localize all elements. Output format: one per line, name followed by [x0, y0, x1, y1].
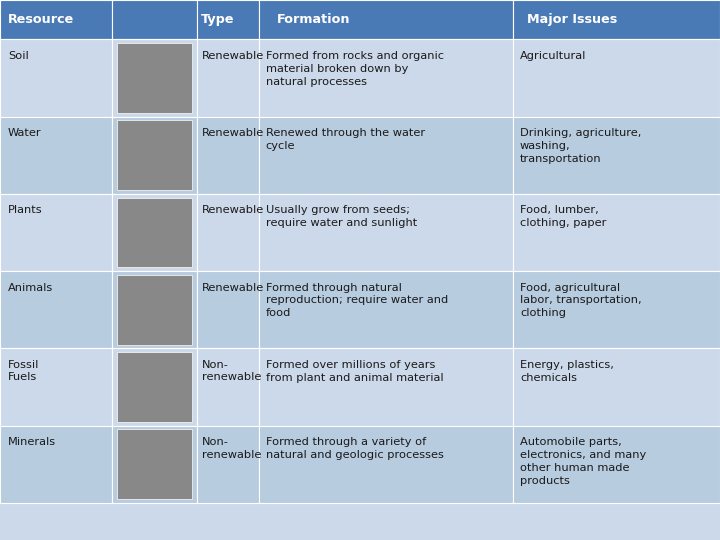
FancyBboxPatch shape — [197, 348, 259, 426]
Text: Drinking, agriculture,
washing,
transportation: Drinking, agriculture, washing, transpor… — [520, 128, 642, 164]
FancyBboxPatch shape — [0, 39, 112, 117]
FancyBboxPatch shape — [197, 271, 259, 348]
FancyBboxPatch shape — [513, 0, 720, 39]
FancyBboxPatch shape — [0, 348, 112, 426]
Text: Formed through natural
reproduction; require water and
food: Formed through natural reproduction; req… — [266, 282, 448, 318]
FancyBboxPatch shape — [197, 426, 259, 503]
FancyBboxPatch shape — [513, 117, 720, 194]
Text: Non-
renewable: Non- renewable — [202, 360, 261, 382]
FancyBboxPatch shape — [117, 120, 192, 190]
Text: Resource: Resource — [8, 13, 74, 26]
FancyBboxPatch shape — [259, 39, 513, 117]
FancyBboxPatch shape — [197, 117, 259, 194]
FancyBboxPatch shape — [112, 194, 197, 271]
FancyBboxPatch shape — [513, 271, 720, 348]
FancyBboxPatch shape — [112, 426, 197, 503]
Text: Renewable: Renewable — [202, 282, 264, 293]
FancyBboxPatch shape — [117, 429, 192, 499]
FancyBboxPatch shape — [117, 352, 192, 422]
FancyBboxPatch shape — [0, 117, 112, 194]
Text: Renewable: Renewable — [202, 51, 264, 61]
FancyBboxPatch shape — [513, 194, 720, 271]
Text: Food, agricultural
labor, transportation,
clothing: Food, agricultural labor, transportation… — [520, 282, 642, 318]
FancyBboxPatch shape — [112, 348, 197, 426]
FancyBboxPatch shape — [0, 426, 112, 503]
FancyBboxPatch shape — [513, 426, 720, 503]
Text: Usually grow from seeds;
require water and sunlight: Usually grow from seeds; require water a… — [266, 205, 417, 228]
FancyBboxPatch shape — [112, 0, 197, 39]
Text: Plants: Plants — [8, 205, 42, 215]
FancyBboxPatch shape — [259, 194, 513, 271]
Text: Automobile parts,
electronics, and many
other human made
products: Automobile parts, electronics, and many … — [520, 437, 646, 485]
FancyBboxPatch shape — [0, 0, 112, 39]
Text: Type: Type — [201, 13, 235, 26]
FancyBboxPatch shape — [259, 426, 513, 503]
FancyBboxPatch shape — [117, 43, 192, 113]
FancyBboxPatch shape — [112, 117, 197, 194]
Text: Renewable: Renewable — [202, 128, 264, 138]
FancyBboxPatch shape — [112, 39, 197, 117]
Text: Water: Water — [8, 128, 42, 138]
FancyBboxPatch shape — [513, 348, 720, 426]
Text: Major Issues: Major Issues — [527, 13, 618, 26]
Text: Energy, plastics,
chemicals: Energy, plastics, chemicals — [520, 360, 613, 383]
FancyBboxPatch shape — [197, 39, 259, 117]
Text: Renewable: Renewable — [202, 205, 264, 215]
FancyBboxPatch shape — [259, 348, 513, 426]
Text: Soil: Soil — [8, 51, 29, 61]
FancyBboxPatch shape — [0, 271, 112, 348]
FancyBboxPatch shape — [259, 117, 513, 194]
FancyBboxPatch shape — [259, 271, 513, 348]
Text: Renewed through the water
cycle: Renewed through the water cycle — [266, 128, 425, 151]
Text: Food, lumber,
clothing, paper: Food, lumber, clothing, paper — [520, 205, 606, 228]
FancyBboxPatch shape — [117, 275, 192, 345]
FancyBboxPatch shape — [197, 194, 259, 271]
FancyBboxPatch shape — [197, 0, 259, 39]
Text: Agricultural: Agricultural — [520, 51, 586, 61]
FancyBboxPatch shape — [112, 271, 197, 348]
FancyBboxPatch shape — [117, 198, 192, 267]
Text: Formation: Formation — [277, 13, 351, 26]
Text: Fossil
Fuels: Fossil Fuels — [8, 360, 39, 382]
Text: Formed through a variety of
natural and geologic processes: Formed through a variety of natural and … — [266, 437, 444, 460]
Text: Formed from rocks and organic
material broken down by
natural processes: Formed from rocks and organic material b… — [266, 51, 444, 86]
FancyBboxPatch shape — [513, 39, 720, 117]
Text: Minerals: Minerals — [8, 437, 56, 447]
FancyBboxPatch shape — [259, 0, 513, 39]
Text: Formed over millions of years
from plant and animal material: Formed over millions of years from plant… — [266, 360, 444, 383]
FancyBboxPatch shape — [0, 194, 112, 271]
Text: Animals: Animals — [8, 282, 53, 293]
Text: Non-
renewable: Non- renewable — [202, 437, 261, 460]
